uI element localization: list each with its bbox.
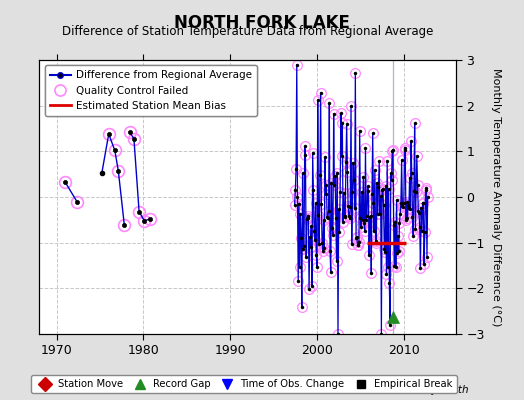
Y-axis label: Monthly Temperature Anomaly Difference (°C): Monthly Temperature Anomaly Difference (… [492, 68, 501, 326]
Legend: Difference from Regional Average, Quality Control Failed, Estimated Station Mean: Difference from Regional Average, Qualit… [45, 65, 257, 116]
Text: NORTH FORK LAKE: NORTH FORK LAKE [174, 14, 350, 32]
Title: Difference of Station Temperature Data from Regional Average: Difference of Station Temperature Data f… [62, 25, 433, 38]
Text: Berkeley Earth: Berkeley Earth [392, 385, 469, 395]
Legend: Station Move, Record Gap, Time of Obs. Change, Empirical Break: Station Move, Record Gap, Time of Obs. C… [30, 375, 457, 393]
